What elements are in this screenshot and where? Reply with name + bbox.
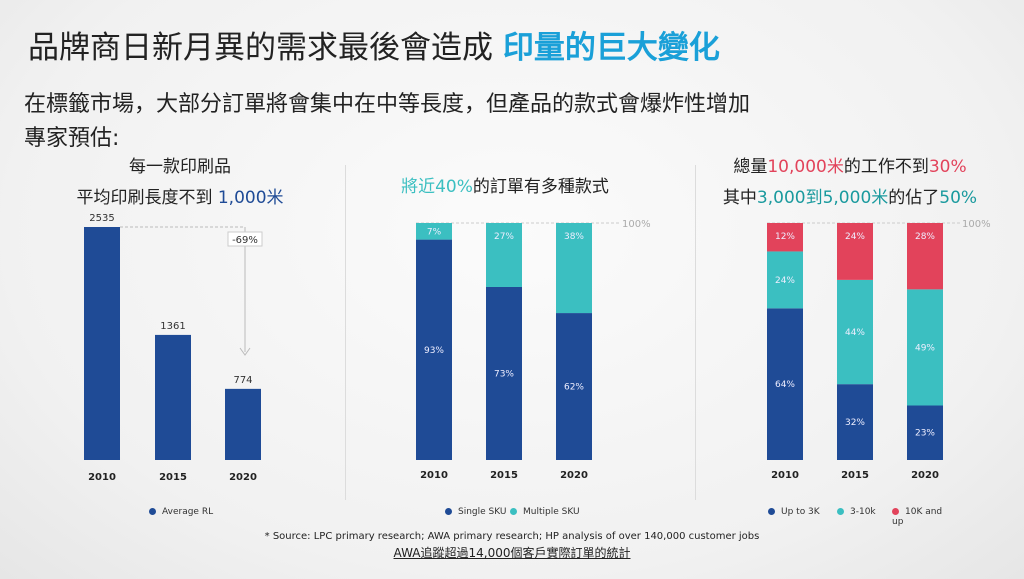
- bar-segment: [907, 405, 943, 460]
- value-label: 774: [233, 375, 252, 386]
- bar: [155, 334, 191, 460]
- legend-dot: [445, 508, 452, 515]
- x-tick-label: 2010: [771, 470, 799, 481]
- x-tick-label: 2010: [88, 472, 116, 483]
- segment-label: 7%: [427, 227, 442, 237]
- chart3-heading: 總量10,000米的工作不到30% 其中3,000到5,000米的佔了50%: [722, 157, 978, 208]
- footer-note: AWA追蹤超過14,000個客戶實際訂單的統計: [393, 546, 631, 560]
- source-note: * Source: LPC primary research; AWA prim…: [264, 531, 760, 542]
- bar-segment: [767, 223, 803, 252]
- segment-label: 23%: [915, 429, 935, 439]
- segment-label: 12%: [775, 232, 795, 242]
- bar-segment: [486, 223, 522, 287]
- legend-multiple-sku: Multiple SKU: [510, 507, 580, 517]
- divider: [345, 165, 346, 500]
- legend-dot: [892, 508, 899, 515]
- chart2-heading: 將近40%的訂單有多種款式: [401, 177, 609, 197]
- legend-3-10k: 3-10k: [837, 507, 876, 517]
- value-label: 2535: [89, 213, 114, 224]
- x-tick-label: 2020: [560, 470, 588, 481]
- segment-label: 93%: [424, 346, 444, 356]
- x-tick-label: 2015: [841, 470, 869, 481]
- divider: [695, 165, 696, 500]
- annotation-box: [227, 231, 263, 247]
- segment-label: 38%: [564, 232, 584, 242]
- bar-segment: [767, 251, 803, 309]
- legend-up-to-3k: Up to 3K: [768, 507, 820, 517]
- segment-label: 28%: [915, 232, 935, 242]
- reference-label: 100%: [962, 219, 991, 230]
- bar: [225, 388, 261, 460]
- segment-label: 24%: [845, 232, 865, 242]
- bar: [84, 227, 120, 460]
- chart1-heading: 每一款印刷品 平均印刷長度不到 1,000米: [76, 157, 284, 208]
- segment-label: 27%: [494, 232, 514, 242]
- legend-10k-and-up: 10K and up: [892, 507, 943, 527]
- segment-label: 44%: [845, 328, 865, 338]
- segment-label: 64%: [775, 380, 795, 390]
- bar-segment: [416, 239, 452, 460]
- value-label: 1361: [160, 321, 185, 332]
- segment-label: 32%: [845, 418, 865, 428]
- subtitle: 在標籤市場，大部分訂單將會集中在中等長度，但產品的款式會爆炸性增加: [24, 92, 751, 117]
- x-tick-label: 2020: [911, 470, 939, 481]
- x-tick-label: 2015: [490, 470, 518, 481]
- bar-segment: [907, 223, 943, 290]
- annotation-label: -69%: [232, 235, 258, 246]
- x-tick-label: 2020: [229, 472, 257, 483]
- legend-dot: [510, 508, 517, 515]
- subtitle-2: 專家預估:: [24, 126, 120, 151]
- legend-single-sku: Single SKU: [445, 507, 507, 517]
- legend-dot: [149, 508, 156, 515]
- bar-segment: [907, 289, 943, 406]
- x-tick-label: 2015: [159, 472, 187, 483]
- page-title: 品牌商日新月異的需求最後會造成 印量的巨大變化: [28, 30, 720, 66]
- bar-segment: [837, 384, 873, 460]
- segment-label: 73%: [494, 369, 514, 379]
- segment-label: 49%: [915, 343, 935, 353]
- x-tick-label: 2010: [420, 470, 448, 481]
- bar-segment: [767, 308, 803, 460]
- segment-label: 62%: [564, 383, 584, 393]
- bar-segment: [837, 279, 873, 385]
- bar-segment: [416, 223, 452, 240]
- segment-label: 24%: [775, 276, 795, 286]
- legend-dot: [837, 508, 844, 515]
- legend-average-rl: Average RL: [149, 507, 213, 517]
- arrow-head-icon: [239, 347, 251, 356]
- bar-segment: [486, 286, 522, 460]
- reference-label: 100%: [622, 219, 651, 230]
- bar-segment: [556, 313, 592, 460]
- bar-segment: [556, 223, 592, 314]
- legend-dot: [768, 508, 775, 515]
- bar-segment: [837, 223, 873, 280]
